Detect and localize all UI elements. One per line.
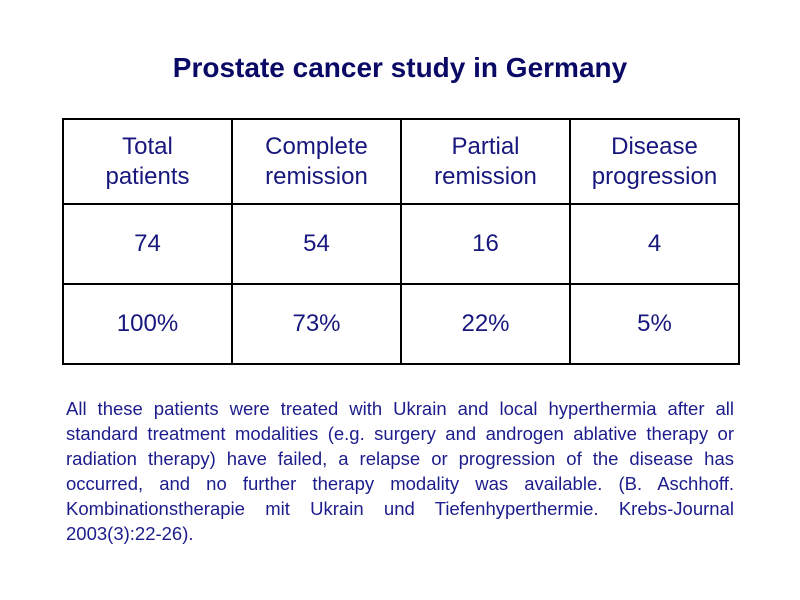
percent-cell-complete: 73% bbox=[231, 283, 402, 365]
percent-cell-progression: 5% bbox=[569, 283, 740, 365]
count-cell-progression: 4 bbox=[569, 203, 740, 285]
percent-cell-partial: 22% bbox=[400, 283, 571, 365]
header-cell-partial-remission: Partial remission bbox=[400, 118, 571, 205]
header-line: Total bbox=[122, 132, 173, 160]
header-line: Partial bbox=[451, 132, 520, 160]
header-line: progression bbox=[591, 162, 718, 190]
table-percentages-row: 100% 73% 22% 5% bbox=[62, 283, 740, 365]
count-cell-total: 74 bbox=[62, 203, 233, 285]
header-line: Disease bbox=[611, 132, 698, 160]
slide-title: Prostate cancer study in Germany bbox=[172, 52, 628, 83]
footnote-text: All these patients were treated with Ukr… bbox=[66, 398, 734, 544]
table-header-row: Total patients Complete remission Partia… bbox=[62, 118, 740, 205]
header-line: remission bbox=[434, 162, 537, 190]
header-cell-complete-remission: Complete remission bbox=[231, 118, 402, 205]
header-line: remission bbox=[265, 162, 368, 190]
header-cell-disease-progression: Disease progression bbox=[569, 118, 740, 205]
header-cell-total-patients: Total patients bbox=[62, 118, 233, 205]
header-line: patients bbox=[105, 162, 190, 190]
results-table: Total patients Complete remission Partia… bbox=[62, 118, 740, 365]
count-cell-partial: 16 bbox=[400, 203, 571, 285]
header-line: Complete bbox=[265, 132, 368, 160]
percent-cell-total: 100% bbox=[62, 283, 233, 365]
table-counts-row: 74 54 16 4 bbox=[62, 203, 740, 285]
count-cell-complete: 54 bbox=[231, 203, 402, 285]
